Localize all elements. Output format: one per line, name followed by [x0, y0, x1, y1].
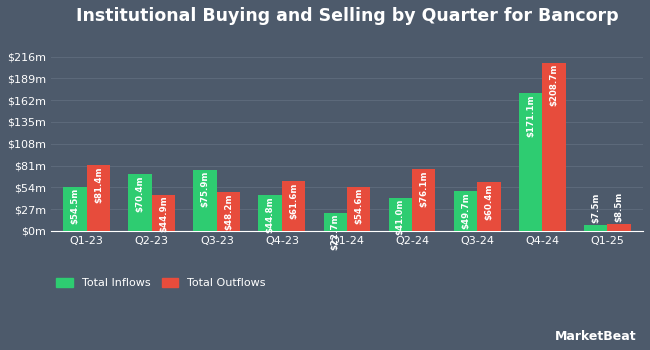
Legend: Total Inflows, Total Outflows: Total Inflows, Total Outflows	[57, 278, 266, 288]
Bar	[282, 181, 306, 231]
Text: $7.5m: $7.5m	[591, 193, 600, 223]
Text: $41.0m: $41.0m	[396, 199, 405, 236]
Text: $60.4m: $60.4m	[484, 183, 493, 220]
Text: $49.7m: $49.7m	[461, 192, 470, 229]
Text: $48.2m: $48.2m	[224, 193, 233, 230]
Bar	[607, 224, 630, 231]
Text: $54.6m: $54.6m	[354, 188, 363, 224]
Bar	[217, 192, 240, 231]
Text: $81.4m: $81.4m	[94, 166, 103, 203]
Text: $75.9m: $75.9m	[201, 171, 210, 207]
Text: $54.5m: $54.5m	[70, 188, 79, 224]
Bar	[347, 187, 370, 231]
Bar	[86, 165, 110, 231]
Text: $44.9m: $44.9m	[159, 196, 168, 232]
Bar	[128, 174, 152, 231]
Bar	[389, 198, 412, 231]
Bar	[454, 191, 477, 231]
Bar	[519, 93, 542, 231]
Text: MarketBeat: MarketBeat	[555, 330, 637, 343]
Bar	[63, 187, 86, 231]
Text: $8.5m: $8.5m	[614, 192, 623, 222]
Bar	[584, 225, 607, 231]
Bar	[542, 63, 566, 231]
Text: $61.6m: $61.6m	[289, 182, 298, 219]
Text: $22.7m: $22.7m	[331, 214, 340, 250]
Bar	[324, 212, 347, 231]
Text: $76.1m: $76.1m	[419, 171, 428, 207]
Bar	[152, 195, 176, 231]
Title: Institutional Buying and Selling by Quarter for Bancorp: Institutional Buying and Selling by Quar…	[75, 7, 618, 25]
Bar	[477, 182, 500, 231]
Bar	[259, 195, 282, 231]
Bar	[412, 169, 436, 231]
Text: $44.8m: $44.8m	[266, 196, 275, 232]
Text: $208.7m: $208.7m	[549, 64, 558, 106]
Bar	[194, 170, 217, 231]
Text: $171.1m: $171.1m	[526, 94, 535, 136]
Text: $70.4m: $70.4m	[136, 175, 144, 212]
